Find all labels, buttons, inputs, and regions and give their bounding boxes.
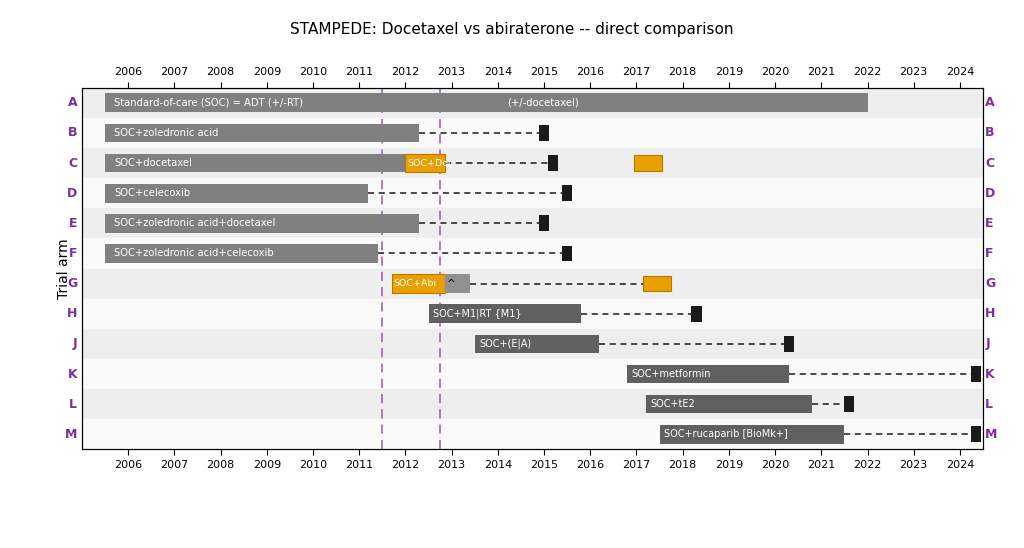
Text: D: D <box>985 187 995 199</box>
Text: (+/-docetaxel): (+/-docetaxel) <box>507 98 579 108</box>
Bar <box>82 88 983 118</box>
Text: K: K <box>985 368 995 380</box>
Bar <box>475 334 599 353</box>
Text: E: E <box>985 217 994 230</box>
Bar <box>548 155 558 171</box>
Bar <box>646 395 812 414</box>
Bar <box>783 336 794 352</box>
Text: SOC+zoledronic acid: SOC+zoledronic acid <box>115 128 219 138</box>
Text: SOC+celecoxib: SOC+celecoxib <box>115 188 190 198</box>
Bar <box>406 153 444 173</box>
Bar <box>659 425 845 444</box>
Bar <box>844 396 854 412</box>
Bar <box>691 306 701 322</box>
Bar <box>82 269 983 299</box>
Text: B: B <box>68 127 77 139</box>
Text: STAMPEDE: Docetaxel vs abiraterone -- direct comparison: STAMPEDE: Docetaxel vs abiraterone -- di… <box>290 22 734 37</box>
Bar <box>628 364 788 384</box>
Bar <box>539 125 549 141</box>
Bar <box>428 304 581 323</box>
Bar <box>82 148 983 178</box>
Text: SOC+metformin: SOC+metformin <box>632 369 712 379</box>
Bar <box>82 118 983 148</box>
Text: SOC+Doc: SOC+Doc <box>408 158 454 168</box>
Text: M: M <box>65 428 77 441</box>
Text: B: B <box>985 127 995 139</box>
Text: G: G <box>985 277 995 290</box>
Text: J: J <box>985 338 990 350</box>
Bar <box>105 184 369 203</box>
Text: F: F <box>69 247 77 260</box>
Bar <box>643 276 671 291</box>
Bar <box>82 208 983 238</box>
Text: SOC+(E|A): SOC+(E|A) <box>479 339 531 349</box>
Text: A: A <box>68 96 77 109</box>
Text: G: G <box>67 277 77 290</box>
Text: H: H <box>67 307 77 320</box>
Bar <box>82 329 983 359</box>
Bar <box>971 426 981 442</box>
Text: L: L <box>70 398 77 410</box>
Text: ^: ^ <box>447 278 456 289</box>
Text: SOC+zoledronic acid+docetaxel: SOC+zoledronic acid+docetaxel <box>115 218 275 229</box>
Bar <box>971 366 981 382</box>
Bar <box>562 246 572 261</box>
Text: H: H <box>985 307 995 320</box>
Text: SOC+rucaparib [BioMk+]: SOC+rucaparib [BioMk+] <box>665 429 787 439</box>
Text: SOC+zoledronic acid+celecoxib: SOC+zoledronic acid+celecoxib <box>115 248 273 259</box>
Text: L: L <box>985 398 993 410</box>
Text: J: J <box>73 338 77 350</box>
Text: SOC+tE2: SOC+tE2 <box>650 399 695 409</box>
Text: D: D <box>67 187 77 199</box>
Text: F: F <box>985 247 994 260</box>
Text: K: K <box>68 368 77 380</box>
Bar <box>82 299 983 329</box>
Text: M: M <box>985 428 997 441</box>
Bar <box>82 419 983 449</box>
Bar <box>105 123 419 142</box>
Bar <box>634 156 662 170</box>
Bar <box>562 185 572 201</box>
Bar <box>105 244 378 263</box>
Y-axis label: Trial arm: Trial arm <box>56 238 71 299</box>
Text: SOC+M1|RT {M1}: SOC+M1|RT {M1} <box>433 309 522 319</box>
Bar <box>391 274 444 293</box>
Text: C: C <box>985 157 994 169</box>
Bar <box>82 389 983 419</box>
Text: SOC+Abi: SOC+Abi <box>394 279 437 288</box>
Text: Standard-of-care (SOC) = ADT (+/-RT): Standard-of-care (SOC) = ADT (+/-RT) <box>115 98 303 108</box>
Bar <box>82 238 983 269</box>
Bar <box>539 215 549 231</box>
Text: A: A <box>985 96 995 109</box>
Text: E: E <box>69 217 77 230</box>
Bar <box>444 274 470 293</box>
Bar <box>82 178 983 208</box>
Bar <box>105 93 867 112</box>
Text: SOC+docetaxel: SOC+docetaxel <box>115 158 193 168</box>
Bar <box>105 214 419 233</box>
Bar <box>82 359 983 389</box>
Bar <box>105 153 406 173</box>
Text: C: C <box>69 157 77 169</box>
